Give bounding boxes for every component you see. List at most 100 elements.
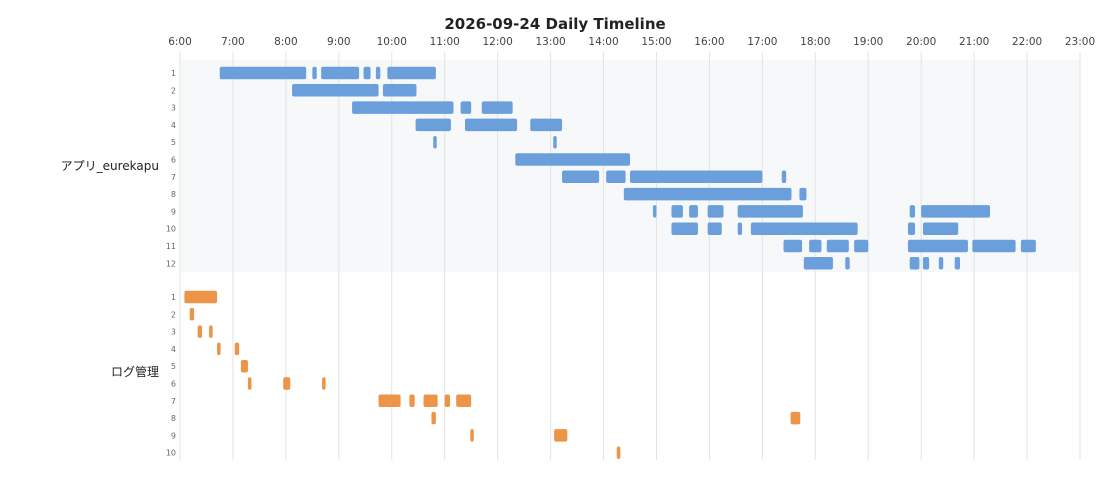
row-label: 1 (171, 69, 176, 78)
row-label: 2 (171, 86, 176, 95)
row-label: 7 (171, 397, 176, 406)
timeline-bar (707, 222, 722, 235)
x-tick-label: 15:00 (641, 36, 671, 48)
x-tick-label: 16:00 (694, 36, 724, 48)
row-label: 2 (171, 310, 176, 319)
timeline-bar (409, 394, 415, 408)
row-label: 8 (171, 414, 176, 423)
timeline-bar (322, 377, 326, 390)
row-label: 10 (166, 449, 176, 458)
timeline-bar (433, 135, 437, 149)
group-background (180, 272, 1080, 462)
timeline-bar (909, 257, 920, 270)
timeline-bar (431, 411, 436, 425)
timeline-bar (781, 170, 787, 184)
timeline-bar (387, 66, 436, 80)
timeline-bar (623, 187, 792, 201)
timeline-bar (854, 239, 869, 253)
row-label: 3 (171, 104, 176, 113)
row-label: 6 (171, 380, 176, 389)
timeline-bar (630, 170, 763, 184)
timeline-bar (363, 66, 371, 80)
row-label: 10 (166, 225, 176, 234)
timeline-bar (247, 377, 252, 390)
timeline-bar (707, 205, 724, 218)
x-tick-label: 17:00 (747, 36, 777, 48)
timeline-bar (460, 101, 472, 114)
row-label: 6 (171, 156, 176, 165)
timeline-bar (799, 187, 807, 201)
timeline-bar (292, 84, 379, 97)
timeline-bar (671, 222, 698, 235)
chart-title: 2026-09-24 Daily Timeline (444, 15, 665, 33)
timeline-bar (240, 359, 248, 373)
timeline-bar (671, 205, 683, 218)
timeline-bar (606, 170, 626, 184)
x-tick-label: 20:00 (906, 36, 936, 48)
timeline-bar (219, 66, 307, 80)
timeline-bar (954, 257, 960, 270)
group-label: アプリ_eurekapu (61, 159, 159, 173)
x-tick-label: 12:00 (483, 36, 513, 48)
row-label: 3 (171, 328, 176, 337)
timeline-bar (283, 377, 291, 390)
timeline-bar (845, 257, 850, 270)
x-tick-label: 7:00 (221, 36, 245, 48)
x-tick-label: 11:00 (430, 36, 460, 48)
group-labels: アプリ_eurekapu ログ管理 (61, 159, 159, 379)
x-tick-label: 10:00 (377, 36, 407, 48)
row-label: 1 (171, 293, 176, 302)
x-tick-label: 14:00 (588, 36, 618, 48)
timeline-bar (382, 84, 417, 97)
timeline-bar (234, 342, 240, 356)
timeline-bar (515, 153, 630, 166)
timeline-bar (321, 66, 360, 80)
row-label: 12 (166, 259, 176, 268)
row-label: 4 (171, 345, 176, 354)
timeline-bar (972, 239, 1016, 253)
timeline-bar (909, 205, 915, 218)
timeline-bar (312, 66, 317, 80)
timeline-bar (922, 222, 959, 235)
timeline-bar (938, 257, 944, 270)
timeline-bar (689, 205, 698, 218)
timeline-bar (444, 394, 450, 408)
row-label: 9 (171, 207, 176, 216)
timeline-bar (790, 411, 801, 425)
timeline-bar (470, 429, 474, 442)
timeline-bar (737, 222, 743, 235)
row-label: 11 (166, 242, 176, 251)
timeline-bar (481, 101, 513, 114)
timeline-bar (378, 394, 401, 408)
row-label: 9 (171, 431, 176, 440)
timeline-bar (217, 342, 221, 356)
row-label: 8 (171, 190, 176, 199)
timeline-bar (737, 205, 803, 218)
group-label: ログ管理 (111, 364, 159, 379)
row-label: 5 (171, 362, 176, 371)
x-tick-label: 23:00 (1065, 36, 1095, 48)
timeline-bar (616, 446, 621, 459)
timeline-bar (553, 135, 557, 149)
x-tick-label: 18:00 (800, 36, 830, 48)
timeline-bar (184, 290, 218, 304)
timeline-bar (465, 118, 518, 132)
timeline-bar (352, 101, 454, 114)
timeline-bar (809, 239, 822, 253)
timeline-bar (907, 222, 915, 235)
timeline-bar (530, 118, 563, 132)
row-label: 5 (171, 138, 176, 147)
timeline-bar (750, 222, 858, 235)
x-axis-ticks: 6:00 7:00 8:00 9:00 10:00 11:00 12:00 13:00 14:0… (168, 36, 1095, 48)
timeline-bar (189, 308, 195, 321)
timeline-bar (197, 325, 203, 338)
x-tick-label: 21:00 (959, 36, 989, 48)
timeline-bar (652, 205, 657, 218)
timeline-bar (423, 394, 438, 408)
group-backgrounds (180, 60, 1080, 462)
timeline-bar (826, 239, 849, 253)
timeline-bars (184, 66, 1036, 459)
timeline-bar (554, 429, 568, 442)
x-tick-label: 22:00 (1012, 36, 1042, 48)
